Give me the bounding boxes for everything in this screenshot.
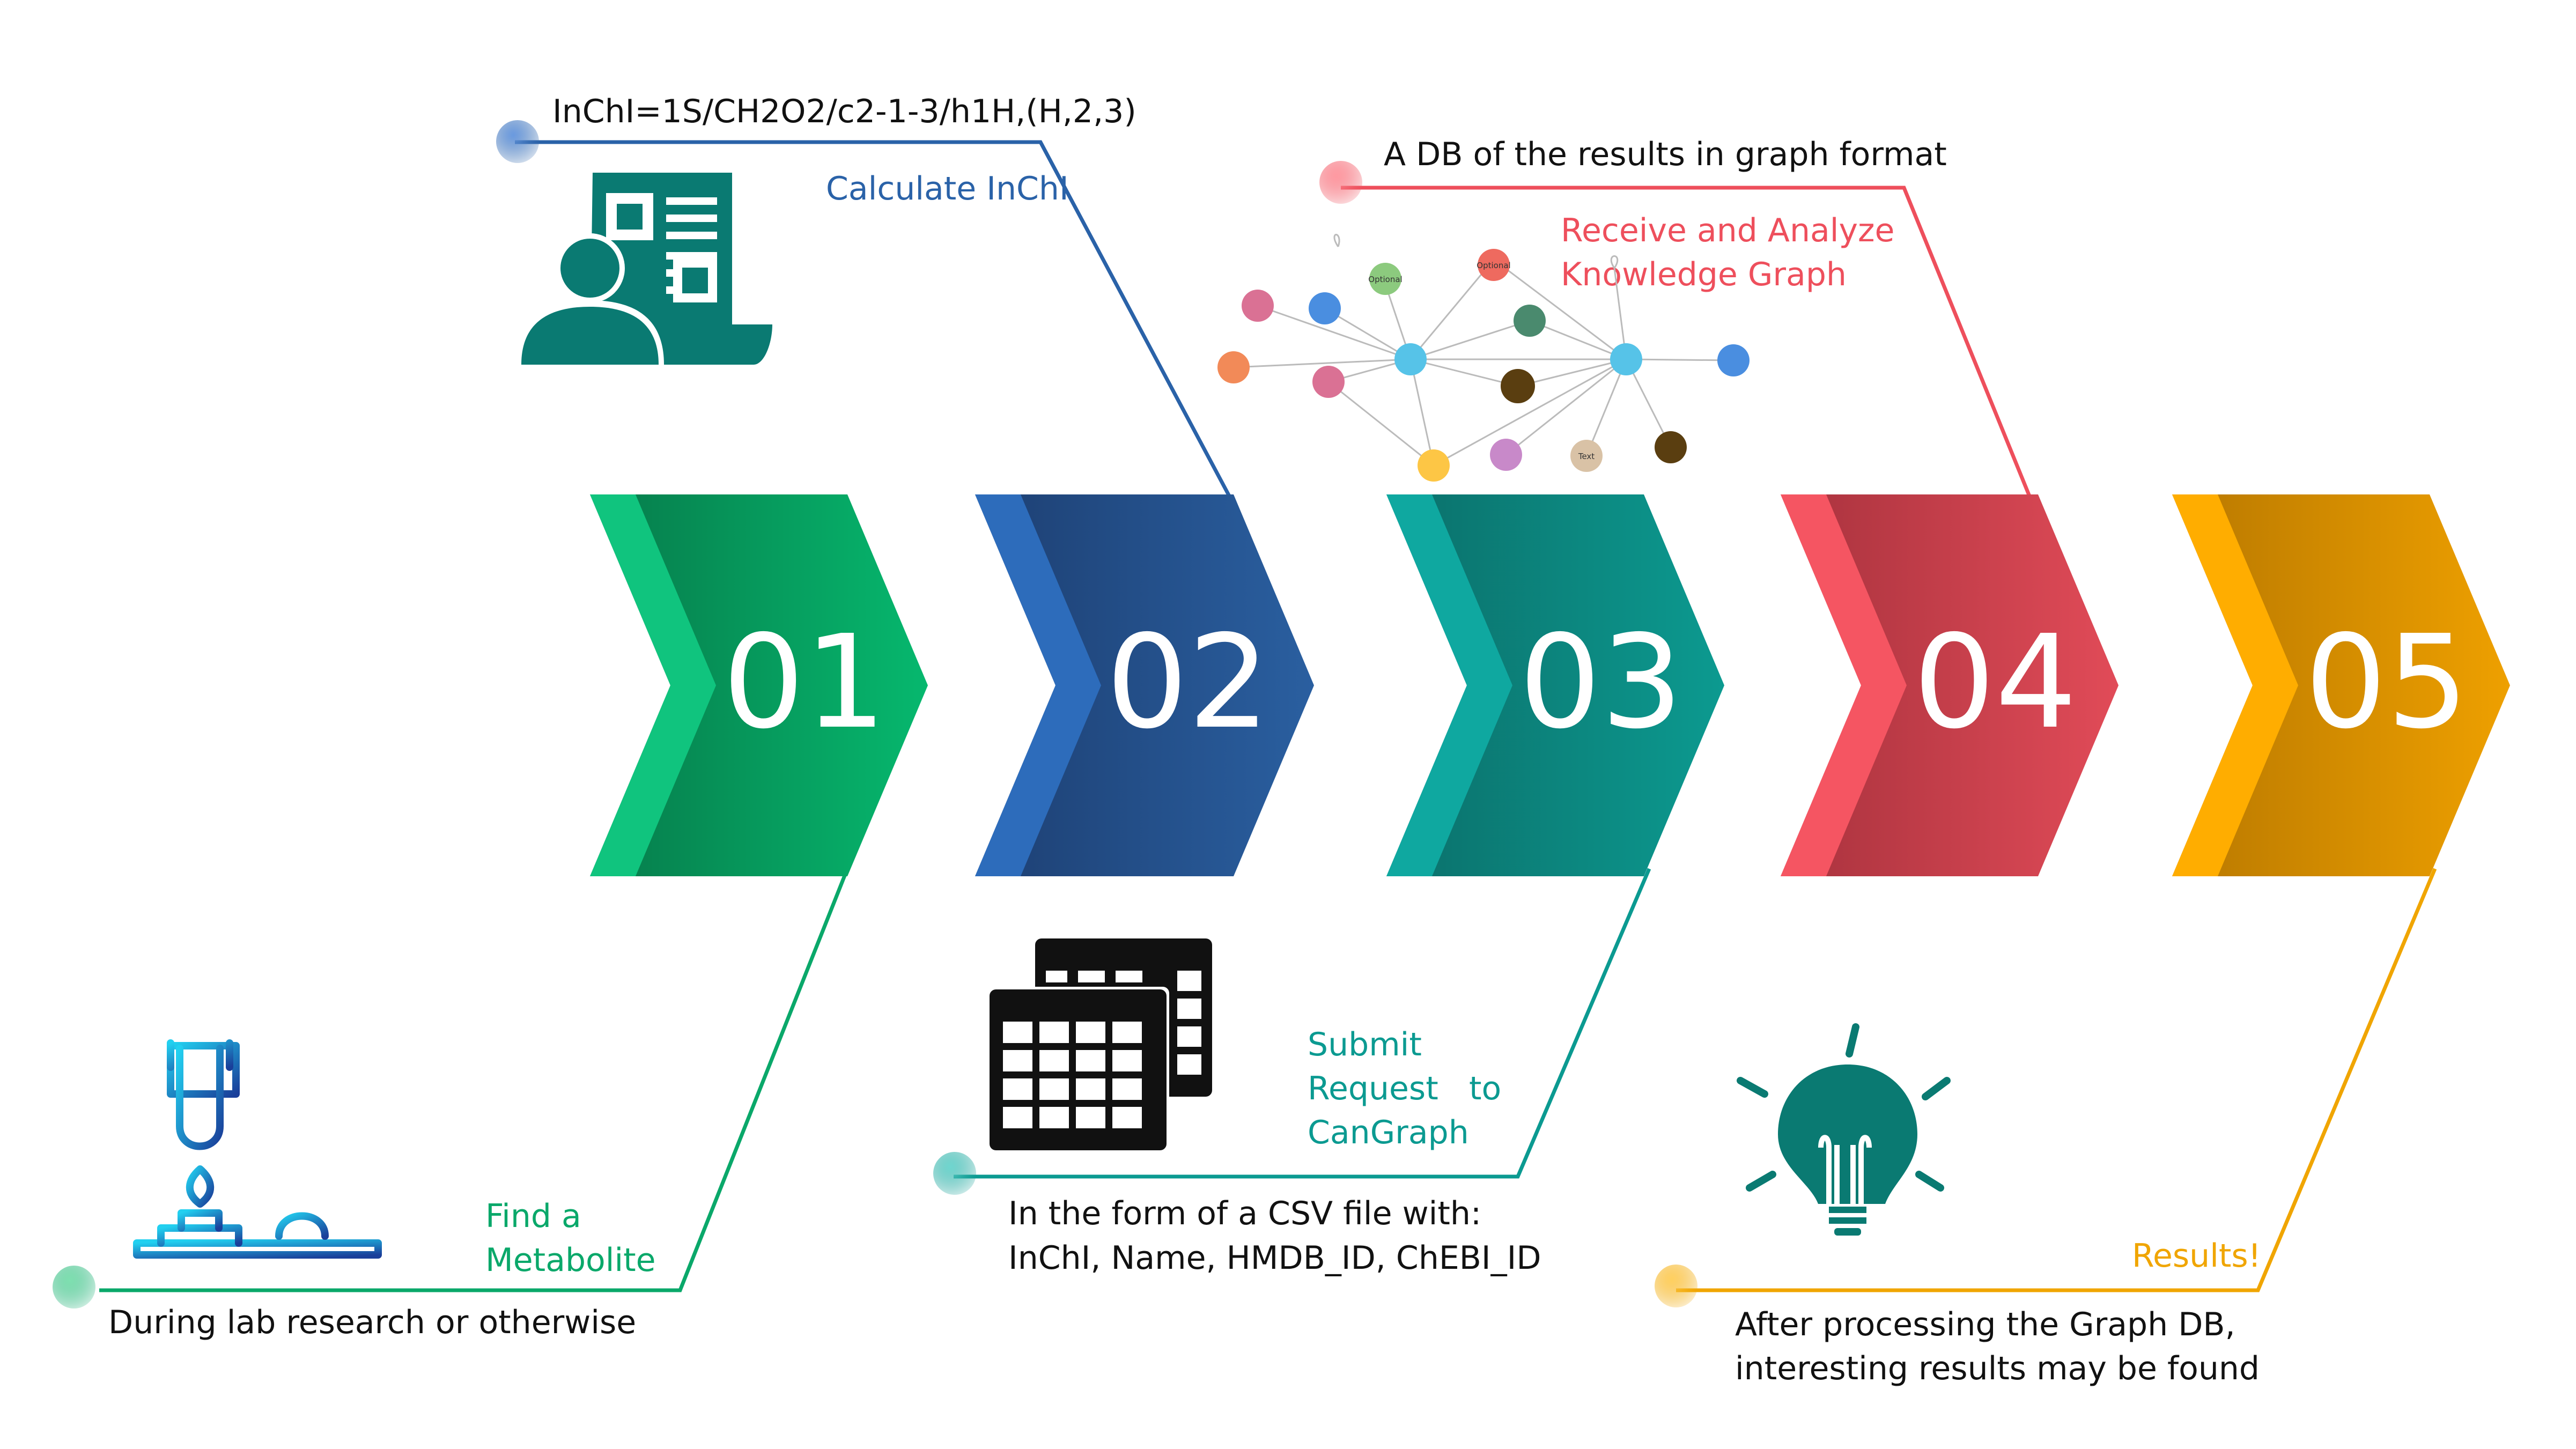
step5-description-line2: interesting results may be found [1735, 1350, 2260, 1387]
step1-dot [53, 1266, 95, 1308]
graph-node-label-2: Optional [1477, 261, 1510, 270]
step-number-02: 02 [1106, 607, 1269, 757]
step1-title-line2: Metabolite [485, 1241, 656, 1279]
step3-description-line1: In the form of a CSV file with: [1008, 1195, 1481, 1232]
step1-description: During lab research or otherwise [108, 1304, 636, 1341]
step5-description-line1: After processing the Graph DB, [1735, 1306, 2235, 1343]
document-person-icon [516, 173, 772, 365]
step5-dot [1655, 1265, 1697, 1307]
step1-title-line1: Find a [485, 1197, 581, 1235]
step-number-03: 03 [1519, 607, 1682, 757]
step3-title-line2: Request to [1308, 1070, 1501, 1107]
step-number-01: 01 [722, 607, 886, 757]
step3-dot [933, 1152, 976, 1195]
step3-description-line2: InChI, Name, HMDB_ID, ChEBI_ID [1008, 1239, 1541, 1277]
lab-burner-icon [133, 1029, 382, 1259]
chevron-step-02: 02 [975, 494, 1314, 876]
step2-description: InChI=1S/CH2O2/c2-1-3/h1H,(H,2,3) [552, 93, 1136, 130]
step1-connector-line [99, 868, 850, 1292]
chevron-step-04: 04 [1781, 494, 2119, 876]
lightbulb-icon [1737, 1023, 1951, 1236]
step4-connector-line [1341, 186, 2035, 505]
knowledge-graph-icon: Optional Optional Text [1217, 234, 1750, 482]
step5-title: Results! [2132, 1237, 2261, 1275]
step-number-04: 04 [1913, 607, 2077, 757]
chevron-step-01: 01 [590, 494, 928, 876]
step5-connector-line [1676, 868, 2437, 1292]
step4-title-line2: Knowledge Graph [1561, 256, 1847, 293]
graph-node-label-1: Optional [1368, 275, 1402, 284]
chevron-step-05: 05 [2172, 494, 2510, 876]
step4-description: A DB of the results in graph format [1384, 136, 1947, 173]
step3-title-line3: CanGraph [1308, 1114, 1469, 1151]
step4-title-line1: Receive and Analyze [1561, 212, 1894, 249]
graph-node-label-3: Text [1578, 452, 1595, 461]
step2-title: Calculate InChI [826, 170, 1069, 208]
step4-dot [1319, 161, 1362, 204]
step2-connector-line [515, 140, 1236, 505]
step3-connector-line [954, 868, 1651, 1179]
chevron-step-03: 03 [1386, 494, 1724, 876]
step2-dot [496, 120, 539, 163]
spreadsheet-icon [990, 938, 1212, 1150]
step-number-05: 05 [2305, 607, 2468, 757]
step3-title-line1: Submit [1308, 1026, 1422, 1063]
